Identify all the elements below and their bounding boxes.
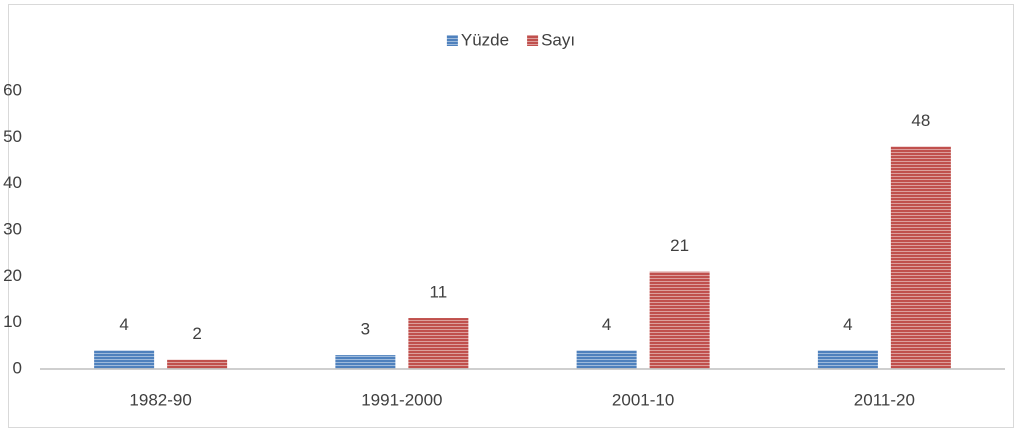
bar bbox=[408, 318, 469, 369]
legend-swatch bbox=[527, 35, 539, 46]
y-tick-label: 0 bbox=[13, 358, 22, 377]
bar bbox=[335, 355, 396, 369]
y-tick-label: 20 bbox=[3, 266, 22, 285]
y-tick-label: 10 bbox=[3, 312, 22, 331]
data-label: 4 bbox=[119, 315, 128, 334]
x-tick-label: 2011-20 bbox=[854, 390, 915, 409]
x-tick-label: 2001-10 bbox=[612, 390, 674, 409]
x-tick-label: 1982-90 bbox=[129, 390, 191, 409]
x-tick-label: 1991-2000 bbox=[361, 390, 442, 409]
y-tick-label: 30 bbox=[3, 219, 22, 238]
y-tick-label: 50 bbox=[3, 127, 22, 146]
data-label: 11 bbox=[430, 283, 448, 302]
data-label: 2 bbox=[192, 324, 201, 343]
bar bbox=[649, 271, 710, 369]
bar bbox=[167, 359, 228, 369]
data-label: 48 bbox=[911, 111, 930, 130]
y-tick-label: 40 bbox=[3, 173, 22, 192]
bar bbox=[817, 350, 878, 369]
y-tick-label: 60 bbox=[3, 80, 22, 99]
legend-label: Sayı bbox=[541, 30, 575, 49]
legend-label: Yüzde bbox=[461, 30, 509, 49]
bar bbox=[94, 350, 155, 369]
data-label: 3 bbox=[361, 320, 370, 339]
legend: Yüzde Sayı bbox=[446, 30, 575, 49]
bar bbox=[576, 350, 637, 369]
data-label: 21 bbox=[670, 236, 689, 255]
legend-swatch bbox=[446, 35, 458, 46]
bar bbox=[890, 146, 951, 369]
data-label: 4 bbox=[843, 315, 852, 334]
data-label: 4 bbox=[602, 315, 611, 334]
